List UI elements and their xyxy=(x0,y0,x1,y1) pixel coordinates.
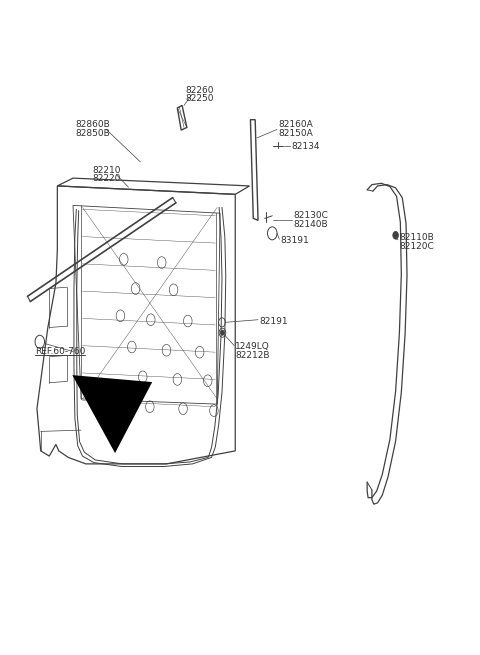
Text: REF.60-760: REF.60-760 xyxy=(35,347,85,356)
Text: 82220: 82220 xyxy=(92,174,120,183)
Text: 82150A: 82150A xyxy=(278,129,312,138)
Text: 1249LQ: 1249LQ xyxy=(235,343,270,352)
Text: 82130C: 82130C xyxy=(293,212,328,220)
Text: 82134: 82134 xyxy=(291,142,320,151)
Circle shape xyxy=(220,330,224,335)
Text: 82260: 82260 xyxy=(185,86,214,95)
Text: 82120C: 82120C xyxy=(399,242,434,251)
Text: 82212B: 82212B xyxy=(235,351,270,360)
Text: 82860B: 82860B xyxy=(75,121,110,130)
Text: 83191: 83191 xyxy=(280,236,309,245)
Circle shape xyxy=(393,231,398,239)
Text: 82140B: 82140B xyxy=(293,219,328,229)
Text: 82210: 82210 xyxy=(92,166,120,175)
Text: 82191: 82191 xyxy=(259,316,288,326)
Text: 82850B: 82850B xyxy=(75,129,110,138)
Text: 82160A: 82160A xyxy=(278,121,312,130)
Text: FR.: FR. xyxy=(117,381,142,394)
Text: 82110B: 82110B xyxy=(399,233,434,242)
Text: 82250: 82250 xyxy=(185,94,214,103)
